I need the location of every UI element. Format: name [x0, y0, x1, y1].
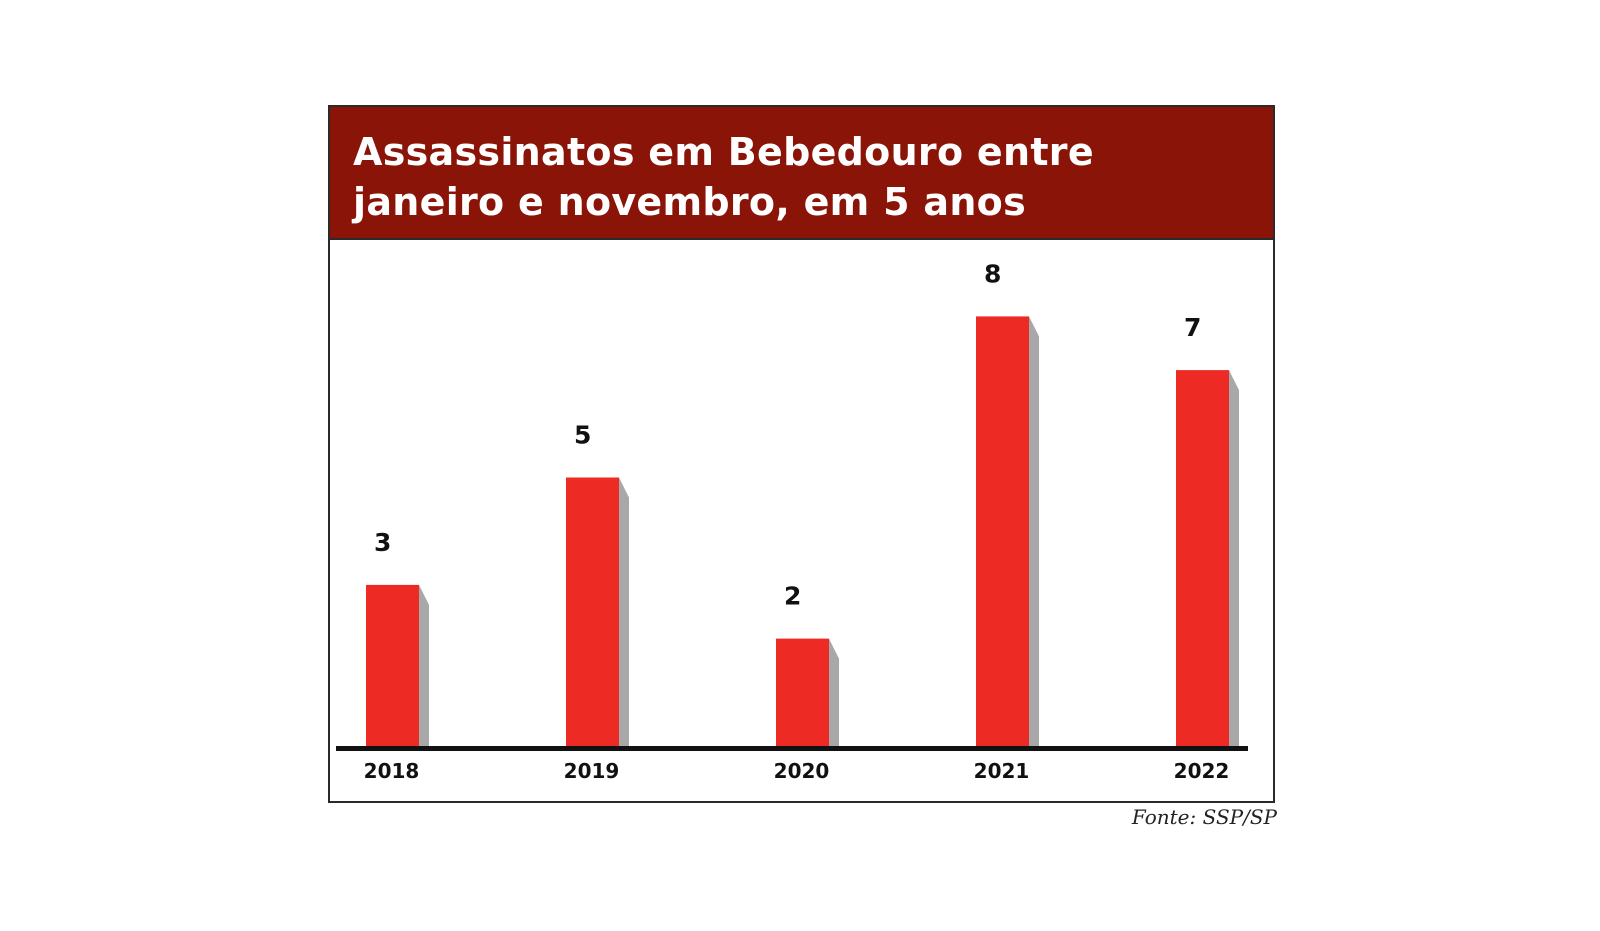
x-tick-label-2018: 2018: [364, 759, 420, 783]
bar-2022: [1176, 370, 1229, 746]
bar-2021: [976, 316, 1029, 746]
chart-frame: Assassinatos em Bebedouro entre janeiro …: [328, 105, 1275, 803]
bar-shadow-2022: [1229, 370, 1239, 746]
x-tick-label-2021: 2021: [974, 759, 1030, 783]
bar-shadow-2019: [619, 477, 629, 746]
data-label-2021: 8: [984, 259, 1001, 288]
bar-2019: [566, 477, 619, 746]
chart-title: Assassinatos em Bebedouro entre janeiro …: [353, 130, 1094, 224]
x-tick-label-2022: 2022: [1174, 759, 1230, 783]
source-caption: Fonte: SSP/SP: [1131, 805, 1277, 829]
bar-2020: [776, 638, 829, 746]
data-label-2019: 5: [574, 421, 591, 450]
data-label-2018: 3: [374, 528, 391, 557]
x-tick-label-2020: 2020: [774, 759, 830, 783]
bar-shadow-2021: [1029, 316, 1039, 746]
x-tick-label-2019: 2019: [564, 759, 620, 783]
data-label-2020: 2: [784, 582, 801, 611]
bar-shadow-2020: [829, 638, 839, 746]
bar-2018: [366, 584, 419, 746]
x-axis-baseline: [336, 746, 1248, 751]
bar-shadow-2018: [419, 584, 429, 746]
data-label-2022: 7: [1184, 313, 1201, 342]
bar-chart: 3 2018 5 2019 2 2020 8 2021 7 2022: [336, 259, 1248, 783]
chart-header: Assassinatos em Bebedouro entre janeiro …: [330, 107, 1273, 240]
